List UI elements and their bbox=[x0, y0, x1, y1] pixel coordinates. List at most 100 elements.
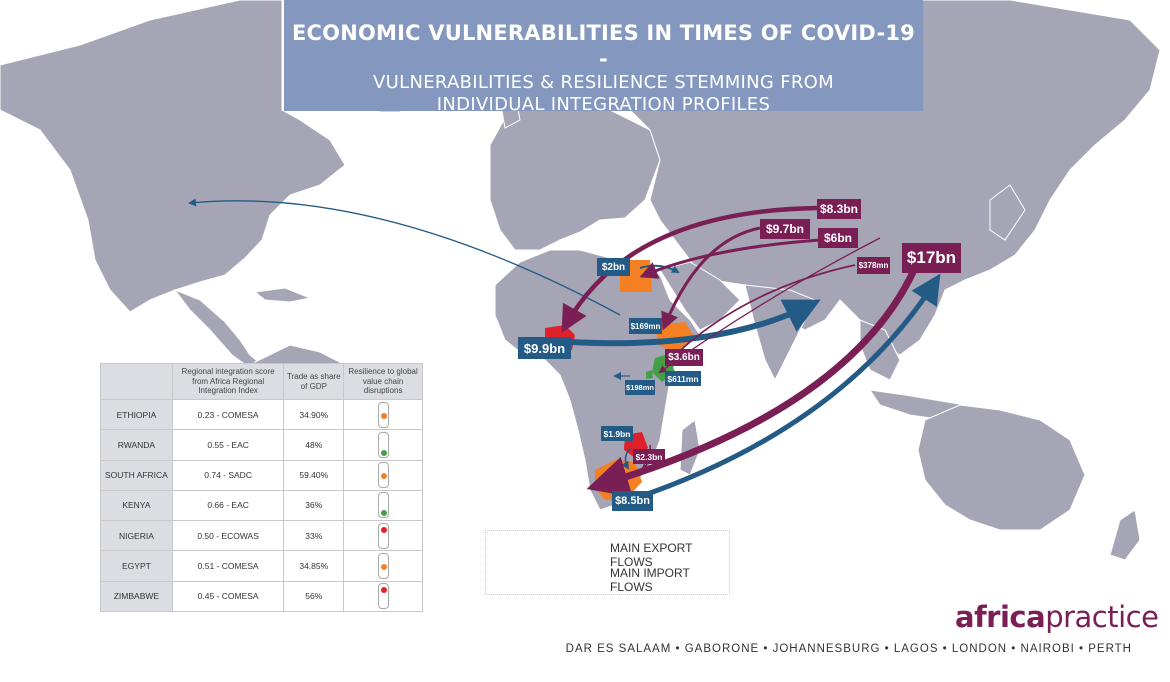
cell-country: ETHIOPIA bbox=[100, 398, 173, 431]
integration-table: Regional integration score from Africa R… bbox=[100, 363, 423, 613]
brand-africa: africa bbox=[955, 600, 1046, 634]
traffic-light-icon bbox=[377, 583, 389, 610]
country-rwanda bbox=[646, 370, 653, 379]
traffic-light-icon bbox=[377, 462, 389, 489]
cell-resilience bbox=[343, 580, 423, 613]
table-header-row: Regional integration score from Africa R… bbox=[100, 363, 423, 400]
import-label-rwanda: $378mn bbox=[857, 257, 890, 274]
cell-trade-share: 36% bbox=[283, 489, 345, 522]
traffic-light-amber-dot bbox=[380, 473, 387, 480]
import-flow-asia-kenya bbox=[666, 264, 856, 364]
import-flow-asia-egypt bbox=[639, 238, 821, 279]
table-row: ZIMBABWE 0.45 - COMESA 56% bbox=[100, 580, 423, 613]
export-label-rwanda: $198mn bbox=[625, 380, 655, 395]
cell-resilience bbox=[343, 550, 423, 582]
caribbean bbox=[253, 287, 312, 303]
japan bbox=[989, 184, 1026, 241]
new-zealand bbox=[1109, 509, 1141, 561]
title-sub-line1: VULNERABILITIES & RESILIENCE STEMMING FR… bbox=[373, 72, 834, 93]
title-main: ECONOMIC VULNERABILITIES IN TIMES OF COV… bbox=[292, 21, 915, 71]
export-flow-nigeria-india bbox=[569, 299, 821, 347]
export-flow-nigeria-us bbox=[188, 198, 621, 316]
cell-integration-score: 0.66 - EAC bbox=[171, 489, 285, 522]
table-row: ETHIOPIA 0.23 - COMESA 34.90% bbox=[100, 398, 423, 431]
cell-integration-score: 0.50 - ECOWAS bbox=[171, 520, 285, 552]
legend: MAIN EXPORT FLOWS MAIN IMPORT FLOWS bbox=[485, 530, 730, 595]
export-label-zimbabwe: $1.9bn bbox=[601, 426, 633, 441]
traffic-light-icon bbox=[377, 522, 389, 549]
traffic-light-amber-dot bbox=[380, 412, 387, 419]
import-label-egypt: $6bn bbox=[818, 228, 858, 248]
legend-import-row: MAIN IMPORT FLOWS bbox=[602, 566, 729, 594]
export-label-south-africa: $8.5bn bbox=[612, 491, 653, 511]
cell-integration-score: 0.74 - SADC bbox=[171, 459, 285, 491]
cell-integration-score: 0.55 - EAC bbox=[171, 429, 285, 461]
table-row: KENYA 0.66 - EAC 36% bbox=[100, 489, 423, 522]
import-flow-asia-ethiopia bbox=[661, 226, 761, 331]
office-cities: DAR ES SALAAM • GABORONE • JOHANNESBURG … bbox=[565, 643, 1132, 655]
import-flows bbox=[561, 205, 919, 498]
import-label-south-africa: $17bn bbox=[902, 243, 961, 273]
cell-trade-share: 48% bbox=[283, 429, 345, 461]
cell-country: KENYA bbox=[100, 489, 173, 522]
cell-country: NIGERIA bbox=[100, 520, 173, 552]
brand-practice: practice bbox=[1045, 600, 1159, 634]
cell-resilience bbox=[343, 459, 423, 491]
cell-trade-share: 33% bbox=[283, 520, 345, 552]
import-label-nigeria: $8.3bn bbox=[817, 199, 861, 219]
cell-integration-score: 0.45 - COMESA bbox=[171, 580, 285, 613]
import-flow-europe-nigeria bbox=[561, 205, 821, 333]
legend-import-text: MAIN IMPORT FLOWS bbox=[610, 566, 690, 594]
import-label-zimbabwe: $2.3bn bbox=[633, 449, 665, 464]
brand-logo: africapractice bbox=[955, 600, 1159, 634]
import-label-ethiopia: $9.7bn bbox=[760, 219, 810, 239]
legend-export-row: MAIN EXPORT FLOWS bbox=[602, 541, 729, 569]
header-country bbox=[100, 363, 173, 400]
title-sub-line2: INDIVIDUAL INTEGRATION PROFILES bbox=[436, 94, 771, 115]
cell-country: RWANDA bbox=[100, 429, 173, 461]
cell-trade-share: 34.85% bbox=[283, 550, 345, 582]
table-row: EGYPT 0.51 - COMESA 34.85% bbox=[100, 550, 423, 582]
table-row: NIGERIA 0.50 - ECOWAS 33% bbox=[100, 520, 423, 552]
table-row: SOUTH AFRICA 0.74 - SADC 59.40% bbox=[100, 459, 423, 491]
traffic-light-green-dot bbox=[380, 449, 387, 456]
cell-resilience bbox=[343, 489, 423, 522]
export-label-egypt: $2bn bbox=[597, 258, 630, 276]
export-label-nigeria: $9.9bn bbox=[518, 337, 571, 359]
central-america bbox=[173, 288, 264, 369]
traffic-light-green-dot bbox=[380, 510, 387, 517]
north-america bbox=[0, 0, 346, 313]
cell-trade-share: 34.90% bbox=[283, 398, 345, 431]
table-body: ETHIOPIA 0.23 - COMESA 34.90% RWANDA 0.55 - … bbox=[100, 398, 423, 613]
title-banner: ECONOMIC VULNERABILITIES IN TIMES OF COV… bbox=[284, 0, 923, 115]
traffic-light-icon bbox=[377, 401, 389, 428]
header-resilience: Resilience to global value chain disrupt… bbox=[343, 363, 423, 400]
export-label-ethiopia: $169mn bbox=[629, 318, 662, 334]
header-integration-score: Regional integration score from Africa R… bbox=[171, 363, 285, 400]
cell-integration-score: 0.51 - COMESA bbox=[171, 550, 285, 582]
traffic-light-amber-dot bbox=[380, 564, 387, 571]
table-row: RWANDA 0.55 - EAC 48% bbox=[100, 429, 423, 461]
traffic-light-icon bbox=[377, 492, 389, 519]
madagascar bbox=[679, 419, 701, 476]
cell-resilience bbox=[343, 429, 423, 461]
cell-trade-share: 59.40% bbox=[283, 459, 345, 491]
cell-country: EGYPT bbox=[100, 550, 173, 582]
arabia bbox=[659, 261, 741, 331]
traffic-light-icon bbox=[377, 553, 389, 580]
legend-export-text: MAIN EXPORT FLOWS bbox=[610, 541, 693, 569]
cell-country: ZIMBABWE bbox=[100, 580, 173, 613]
header-trade-share: Trade as share of GDP bbox=[283, 363, 345, 400]
export-label-kenya: $611mn bbox=[665, 371, 701, 386]
traffic-light-red-dot bbox=[380, 587, 387, 594]
traffic-light-red-dot bbox=[380, 526, 387, 533]
australia bbox=[917, 404, 1086, 531]
import-label-kenya: $3.6bn bbox=[665, 349, 703, 366]
cell-resilience bbox=[343, 520, 423, 552]
cell-integration-score: 0.23 - COMESA bbox=[171, 398, 285, 431]
cell-country: SOUTH AFRICA bbox=[100, 459, 173, 491]
export-flow-south-africa-china bbox=[629, 273, 941, 503]
cell-trade-share: 56% bbox=[283, 580, 345, 613]
traffic-light-icon bbox=[377, 431, 389, 458]
cell-resilience bbox=[343, 398, 423, 431]
